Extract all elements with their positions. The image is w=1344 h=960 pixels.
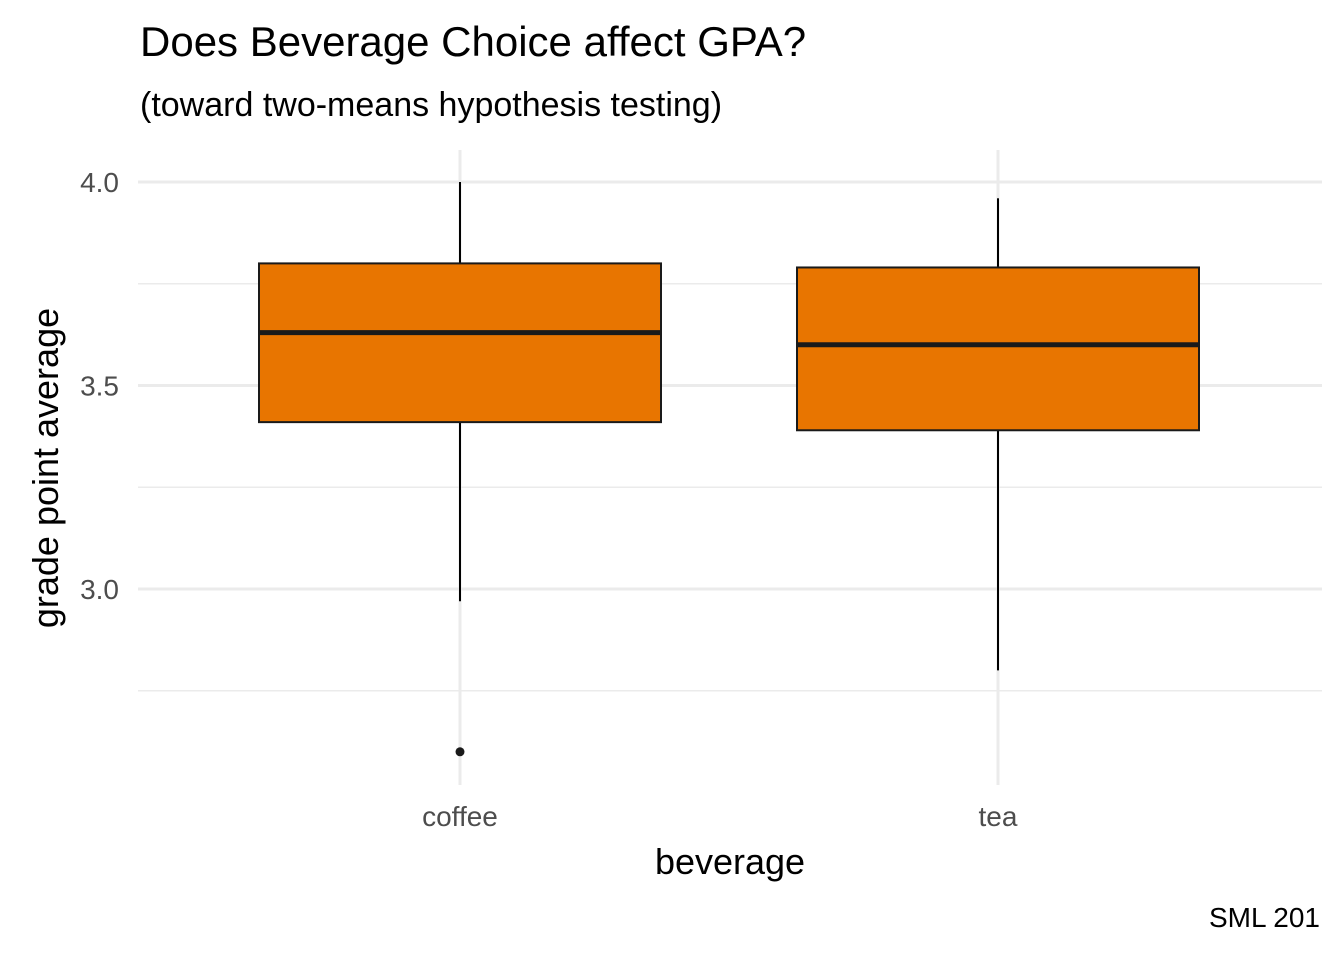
iqr-box [796,266,1200,432]
box-layer [258,182,1200,757]
y-tick-label: 3.5 [80,371,119,402]
outlier-point [455,747,465,757]
y-axis-title: grade point average [25,308,66,628]
iqr-box [258,262,662,424]
chart-subtitle: (toward two-means hypothesis testing) [140,86,723,124]
x-tick-label: coffee [422,801,498,832]
grid-layer [138,150,1322,785]
x-axis-title: beverage [655,841,805,882]
box-coffee [258,182,662,757]
box-tea [796,198,1200,671]
y-tick-label: 3.0 [80,574,119,605]
y-tick-label: 4.0 [80,167,119,198]
chart-title: Does Beverage Choice affect GPA? [140,18,807,65]
x-tick-label: tea [979,801,1018,832]
chart-caption: SML 201 [1208,902,1320,933]
label-layer: 3.0 3.5 4.0 coffee tea [80,167,1018,832]
